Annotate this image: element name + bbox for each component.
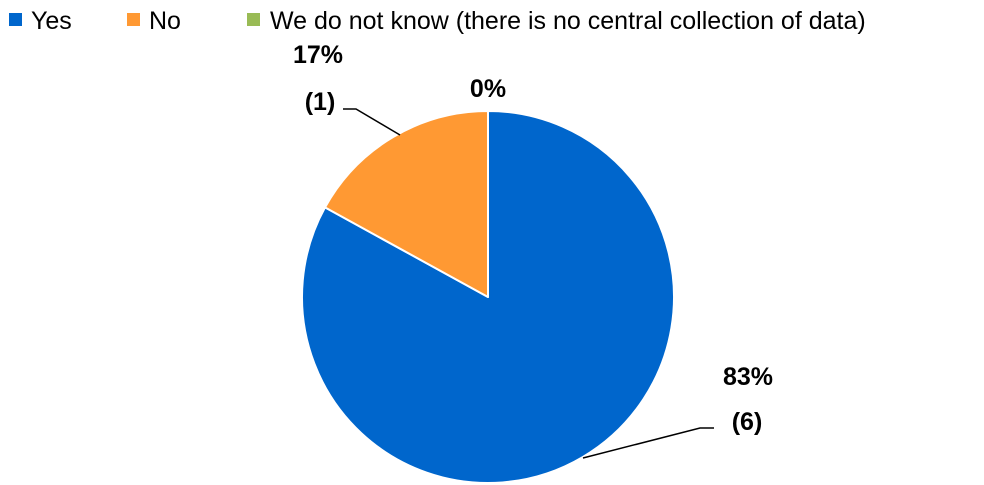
legend-item-no: No	[127, 7, 181, 35]
legend-swatch-no	[127, 13, 140, 26]
data-label-unknown-percent: 0%	[470, 75, 506, 103]
legend-swatch-yes	[9, 13, 22, 26]
legend-label-no: No	[149, 7, 181, 35]
leader-line-no	[343, 109, 400, 135]
legend-label-unknown: We do not know (there is no central coll…	[270, 7, 866, 35]
legend: Yes No We do not know (there is no centr…	[9, 7, 866, 35]
legend-item-unknown: We do not know (there is no central coll…	[247, 7, 866, 35]
data-label-yes-count: (6)	[732, 408, 763, 436]
data-label-no-count: (1)	[305, 88, 336, 116]
pie-slices	[302, 111, 674, 483]
data-label-yes-percent: 83%	[723, 363, 773, 391]
legend-swatch-unknown	[247, 13, 260, 26]
legend-item-yes: Yes	[9, 7, 72, 35]
legend-label-yes: Yes	[31, 7, 72, 35]
data-label-no-percent: 17%	[293, 41, 343, 69]
